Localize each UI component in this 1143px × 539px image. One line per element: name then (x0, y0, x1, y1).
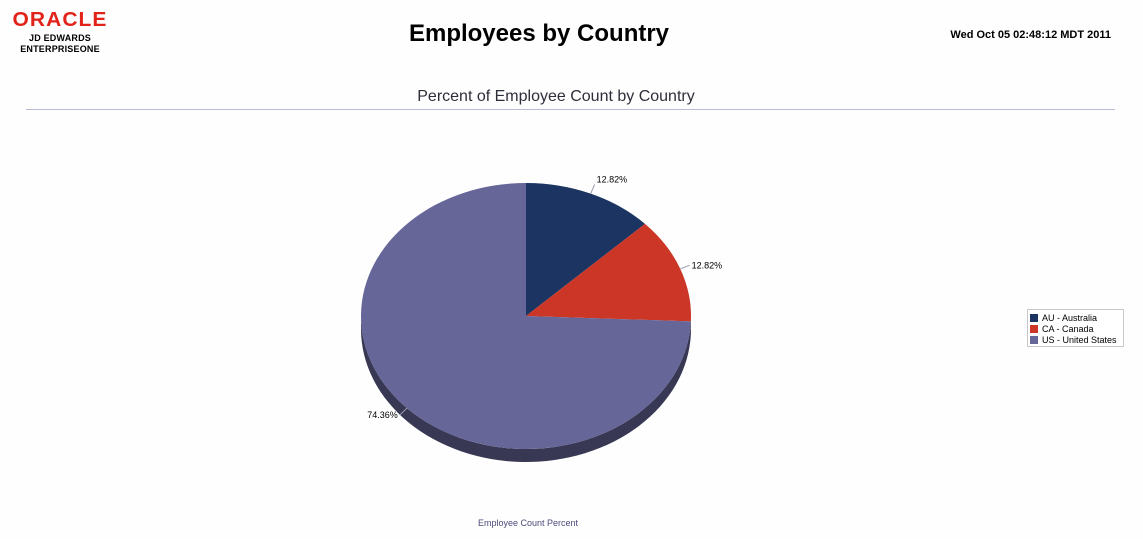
logo-line-1: JD EDWARDS (28, 33, 91, 43)
pie-slice-1[interactable] (526, 183, 645, 316)
legend-item: CA - Canada (1030, 323, 1121, 334)
data-label-2: 12.82% (692, 260, 723, 270)
logo-brand: ORACLE (12, 9, 108, 31)
legend-item: US - United States (1030, 334, 1121, 345)
legend-label: US - United States (1042, 334, 1117, 345)
chart-legend: AU - Australia CA - Canada US - United Sta… (1027, 309, 1124, 347)
pie-depth (361, 316, 691, 463)
legend-swatch (1030, 324, 1038, 333)
data-label-1: 12.82% (597, 174, 628, 184)
legend-swatch (1030, 313, 1038, 322)
legend-label: AU - Australia (1042, 312, 1098, 323)
data-label-leader (590, 184, 596, 194)
data-label-leader (399, 407, 408, 416)
report-title: Employees by Country (408, 20, 670, 47)
title-divider (26, 109, 1115, 110)
chart-title: Percent of Employee Count by Country (417, 88, 695, 105)
data-label-leader (680, 264, 690, 270)
data-label-3: 74.36% (367, 410, 398, 420)
legend-swatch (1030, 335, 1038, 344)
pie-slice-2[interactable] (526, 223, 691, 322)
logo-line-2: ENTERPRISEONE (20, 44, 100, 54)
legend-label: CA - Canada (1042, 323, 1094, 334)
oracle-jde-logo: ORACLE JD EDWARDS ENTERPRISEONE (12, 9, 108, 55)
report-timestamp: Wed Oct 05 02:48:12 MDT 2011 (950, 29, 1111, 41)
x-axis-label: Employee Count Percent (477, 518, 579, 528)
legend-item: AU - Australia (1030, 312, 1121, 323)
pie-slice-3[interactable] (361, 183, 691, 449)
